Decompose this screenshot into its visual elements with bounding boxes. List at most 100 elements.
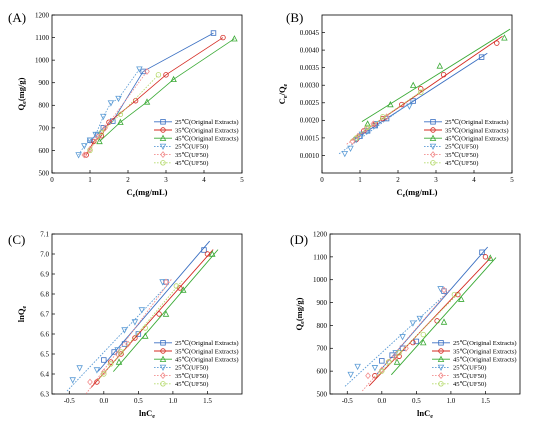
data-point	[413, 338, 420, 345]
x-tick-label: 0	[320, 176, 324, 184]
data-point	[437, 286, 444, 293]
series-2	[90, 249, 214, 388]
y-tick-label: 700	[39, 124, 50, 132]
panel-label: (A)	[8, 10, 26, 25]
legend-marker	[430, 160, 436, 166]
data-point	[140, 68, 146, 75]
data-point	[418, 89, 424, 95]
data-point	[136, 66, 143, 73]
data-point	[380, 114, 386, 120]
legend-label: 35℃(Original Extracts)	[453, 348, 517, 355]
legend-item: 45℃(Original Extracts)	[432, 355, 517, 364]
legend-item: 25℃(Original Extracts)	[154, 119, 239, 126]
fit-line	[375, 291, 461, 378]
plot-frame	[321, 14, 513, 174]
data-point	[118, 349, 124, 355]
fit-line	[85, 278, 173, 394]
legend-label: 25℃(Original Extracts)	[175, 340, 239, 347]
x-tick-label: 1	[358, 176, 362, 184]
data-point	[163, 72, 169, 78]
data-point	[458, 295, 465, 302]
y-tick-label: 0.0045	[300, 29, 320, 37]
data-point	[379, 358, 385, 364]
data-point	[231, 35, 238, 42]
y-tick-label: 700	[317, 345, 328, 353]
data-point	[121, 327, 128, 334]
legend-item: 45℃(UF50)	[424, 160, 478, 167]
fit-line	[390, 257, 497, 376]
series-3	[361, 28, 511, 127]
y-tick-label: 6.6	[40, 330, 49, 338]
series-line	[85, 37, 224, 156]
series-line	[89, 74, 159, 151]
chart-panel-1: (A) 0 1 2 3 4 5 500 600 700 800 900 1000 1100 1200 Ce(m…	[8, 10, 244, 199]
data-point	[420, 331, 426, 338]
x-tick-label: 0.5	[412, 397, 421, 405]
data-point	[117, 111, 124, 118]
series-6	[87, 72, 162, 154]
x-tick-label: 1.5	[481, 397, 490, 405]
data-point	[494, 40, 500, 46]
legend-marker	[429, 134, 437, 141]
y-tick-label: 0.0030	[300, 82, 320, 90]
legend-item: 35℃(UF50)	[424, 151, 478, 159]
legend-item: 25℃(Original Extracts)	[424, 119, 509, 126]
data-point	[201, 247, 207, 253]
legend-label: 45℃(UF50)	[445, 160, 478, 167]
data-point	[365, 372, 371, 380]
data-point	[364, 120, 371, 127]
y-tick-label: 6.4	[40, 370, 49, 378]
legend-label: 25℃(Original Extracts)	[445, 119, 509, 126]
data-point	[379, 368, 385, 374]
x-tick-label: 5	[240, 176, 244, 184]
x-axis-label: Ce(mg/mL)	[397, 187, 438, 199]
legend-label: 35℃(Original Extracts)	[175, 127, 239, 134]
legend-label: 25℃(UF50)	[445, 144, 478, 151]
data-point	[441, 286, 447, 294]
legend-label: 35℃(Original Extracts)	[175, 348, 239, 355]
legend-item: 45℃(UF50)	[154, 160, 208, 167]
data-point	[115, 358, 123, 365]
data-point	[399, 101, 405, 108]
legend-label: 45℃(Original Extracts)	[445, 136, 509, 143]
data-point	[455, 291, 461, 298]
data-point	[347, 371, 354, 379]
y-tick-label: 600	[317, 368, 328, 376]
data-point	[87, 147, 93, 154]
legend-label: 45℃(Original Extracts)	[453, 357, 517, 364]
data-point	[107, 100, 115, 107]
legend-item: 45℃(Original Extracts)	[154, 134, 239, 143]
legend-marker	[437, 355, 445, 362]
x-tick-label: -0.5	[64, 397, 76, 405]
data-point	[132, 335, 138, 341]
data-point	[144, 67, 150, 75]
data-point	[94, 379, 100, 385]
data-point	[418, 86, 424, 92]
x-tick-label: 1.5	[203, 397, 212, 405]
x-tick-label: 4	[472, 176, 476, 184]
data-point	[91, 138, 97, 145]
panel-label: (D)	[290, 232, 308, 247]
chart-panel-4: (D) -0.5 0.0 0.5 1.0 1.5 500 600 700 800 900 1000 11…	[290, 230, 521, 420]
series-4	[66, 279, 169, 392]
legend-label: 35℃(UF50)	[453, 373, 486, 380]
data-point	[75, 152, 82, 159]
legend-marker	[159, 355, 167, 362]
y-tick-label: 0.0035	[300, 64, 320, 72]
y-tick-label: 0.0020	[300, 117, 320, 125]
data-point	[155, 72, 162, 78]
data-point	[86, 137, 94, 144]
data-point	[347, 145, 354, 152]
legend-marker	[160, 381, 166, 387]
y-tick-label: 6.3	[40, 390, 49, 398]
legend-item: 35℃(Original Extracts)	[432, 348, 517, 355]
data-point	[142, 332, 149, 339]
data-point	[138, 307, 146, 314]
legend-label: 45℃(Original Extracts)	[175, 357, 239, 364]
data-point	[409, 320, 417, 327]
legend-marker	[160, 160, 166, 166]
data-point	[386, 359, 392, 365]
series-6	[97, 280, 183, 381]
y-tick-label: 6.9	[40, 270, 49, 278]
